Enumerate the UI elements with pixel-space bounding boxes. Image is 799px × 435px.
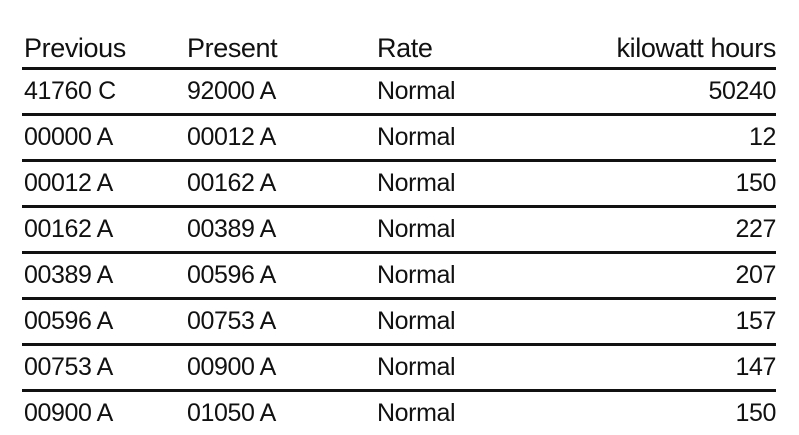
cell-present: 00900 A bbox=[187, 353, 276, 381]
cell-previous: 00900 A bbox=[24, 399, 113, 427]
cell-previous: 00000 A bbox=[24, 123, 113, 151]
header-present: Present bbox=[187, 33, 278, 63]
cell-kilowatt-hours: 150 bbox=[735, 399, 776, 427]
cell-rate: Normal bbox=[377, 307, 456, 335]
cell-previous: 00012 A bbox=[24, 169, 113, 197]
cell-present: 00753 A bbox=[187, 307, 276, 335]
cell-kilowatt-hours: 150 bbox=[735, 169, 776, 197]
header-previous: Previous bbox=[24, 33, 126, 63]
cell-rate: Normal bbox=[377, 77, 456, 105]
cell-previous: 00596 A bbox=[24, 307, 113, 335]
meter-readings-table: Previous Present Rate kilowatt hours 417… bbox=[22, 24, 776, 435]
cell-rate: Normal bbox=[377, 399, 456, 427]
cell-present: 00389 A bbox=[187, 215, 276, 243]
cell-present: 01050 A bbox=[187, 399, 276, 427]
cell-rate: Normal bbox=[377, 169, 456, 197]
table-row: 00900 A 01050 A Normal 150 bbox=[22, 392, 776, 435]
table-row: 00753 A 00900 A Normal 147 bbox=[22, 346, 776, 392]
cell-present: 00162 A bbox=[187, 169, 276, 197]
cell-rate: Normal bbox=[377, 353, 456, 381]
cell-kilowatt-hours: 207 bbox=[735, 261, 776, 289]
table-header-row: Previous Present Rate kilowatt hours bbox=[22, 24, 776, 70]
cell-kilowatt-hours: 12 bbox=[748, 123, 776, 151]
header-rate: Rate bbox=[377, 33, 433, 63]
cell-kilowatt-hours: 227 bbox=[735, 215, 776, 243]
cell-kilowatt-hours: 147 bbox=[735, 353, 776, 381]
cell-kilowatt-hours: 50240 bbox=[708, 77, 776, 105]
cell-previous: 41760 C bbox=[24, 77, 116, 105]
cell-rate: Normal bbox=[377, 123, 456, 151]
table-row: 00596 A 00753 A Normal 157 bbox=[22, 300, 776, 346]
table-row: 00162 A 00389 A Normal 227 bbox=[22, 208, 776, 254]
cell-rate: Normal bbox=[377, 215, 456, 243]
cell-rate: Normal bbox=[377, 261, 456, 289]
cell-present: 00596 A bbox=[187, 261, 276, 289]
cell-present: 00012 A bbox=[187, 123, 276, 151]
cell-previous: 00162 A bbox=[24, 215, 113, 243]
cell-previous: 00753 A bbox=[24, 353, 113, 381]
cell-previous: 00389 A bbox=[24, 261, 113, 289]
cell-present: 92000 A bbox=[187, 77, 276, 105]
table-row: 00000 A 00012 A Normal 12 bbox=[22, 116, 776, 162]
table-row: 00012 A 00162 A Normal 150 bbox=[22, 162, 776, 208]
cell-kilowatt-hours: 157 bbox=[735, 307, 776, 335]
table-row: 41760 C 92000 A Normal 50240 bbox=[22, 70, 776, 116]
table-row: 00389 A 00596 A Normal 207 bbox=[22, 254, 776, 300]
header-kilowatt-hours: kilowatt hours bbox=[616, 33, 777, 63]
